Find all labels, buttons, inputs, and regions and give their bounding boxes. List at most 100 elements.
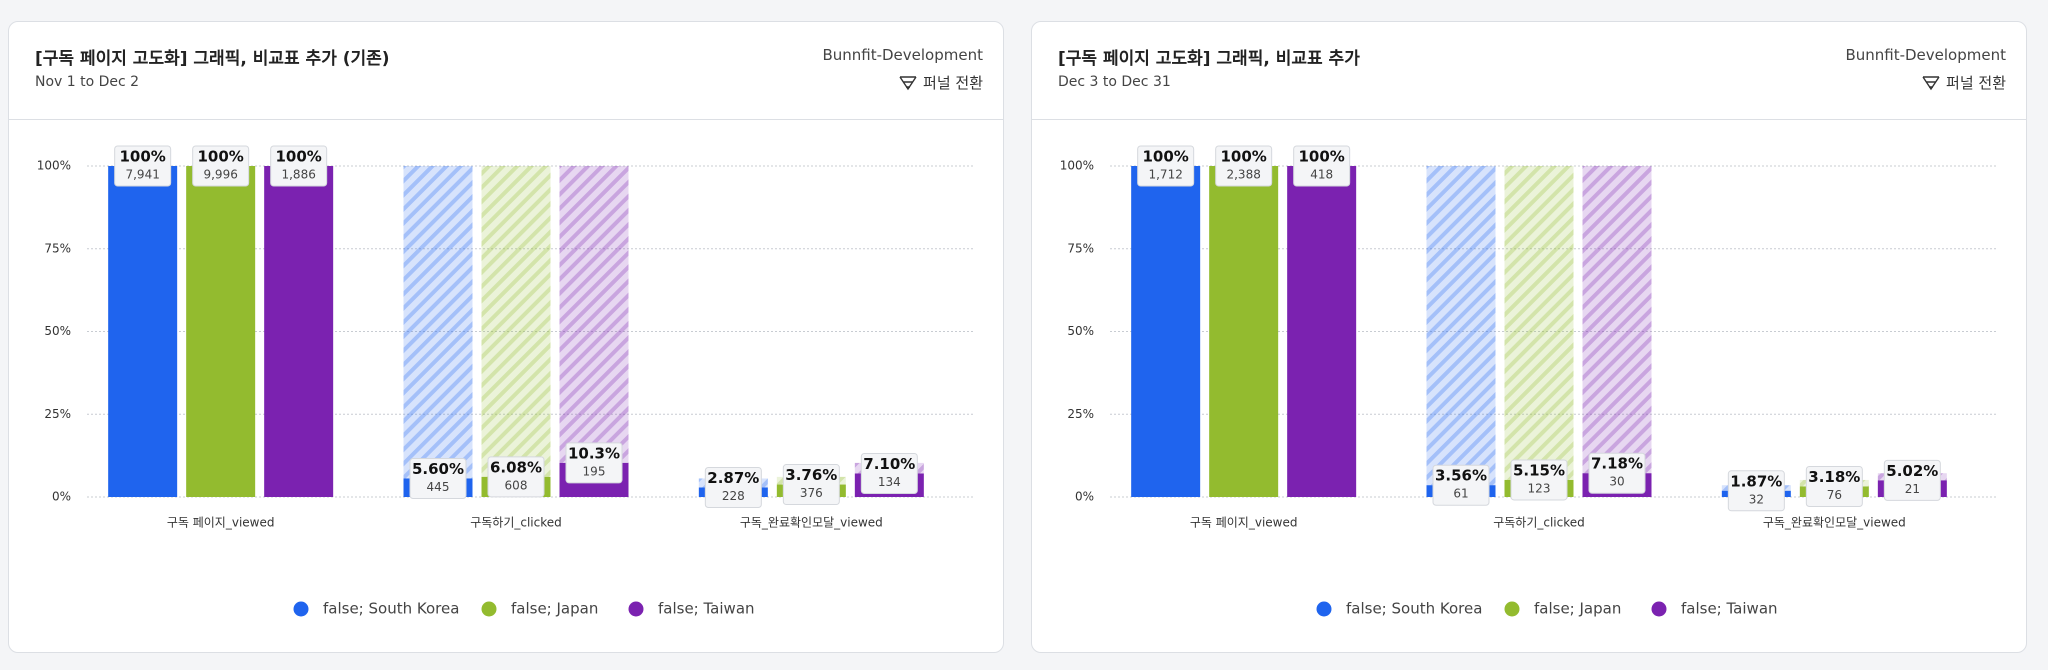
- legend-label: false; South Korea: [1346, 600, 1482, 618]
- data-label: 5.15%: [1513, 461, 1565, 479]
- y-tick-label: 100%: [37, 159, 71, 173]
- funnel-toggle[interactable]: 퍼널 전환: [899, 72, 983, 93]
- data-label-box: [192, 145, 250, 187]
- legend-swatch: [1316, 601, 1332, 617]
- data-label: 100%: [1220, 148, 1266, 166]
- count-label: 228: [722, 489, 745, 503]
- project-name: Bunnfit-Development: [1845, 46, 2006, 64]
- data-label: 3.18%: [1808, 468, 1860, 486]
- date-range: Dec 3 to Dec 31: [1058, 74, 1171, 90]
- button-label: 퍼널 전환: [1946, 74, 2006, 92]
- legend-label: false; Taiwan: [658, 600, 755, 618]
- data-label-box: [1215, 145, 1273, 187]
- legend-swatch: [481, 601, 497, 617]
- y-tick-label: 0%: [1075, 490, 1094, 504]
- panel-header: [구독 페이지 고도화] 그래픽, 비교표 추가 Dec 3 to Dec 31…: [1032, 22, 2026, 120]
- y-tick-label: 25%: [44, 407, 71, 421]
- y-tick-label: 25%: [1067, 407, 1094, 421]
- count-label: 134: [878, 475, 901, 489]
- data-label: 5.60%: [412, 460, 464, 478]
- bar: [108, 166, 178, 497]
- data-label: 100%: [197, 148, 243, 166]
- dropoff-bar: [1582, 166, 1652, 474]
- x-tick-label: 구독하기_clicked: [1493, 516, 1585, 530]
- data-label-box: [565, 442, 623, 484]
- data-label: 7.18%: [1591, 455, 1643, 473]
- count-label: 2,388: [1226, 168, 1260, 182]
- bar: [186, 166, 256, 497]
- y-tick-label: 75%: [44, 241, 71, 255]
- y-tick-label: 75%: [1067, 241, 1094, 255]
- count-label: 61: [1453, 487, 1468, 501]
- legend-label: false; Japan: [511, 600, 598, 618]
- x-tick-label: 구독 페이지_viewed: [167, 516, 275, 530]
- count-label: 1,712: [1148, 168, 1182, 182]
- data-label: 100%: [119, 148, 165, 166]
- data-label-box: [487, 456, 545, 498]
- data-label: 3.76%: [785, 466, 837, 484]
- y-tick-label: 50%: [1067, 324, 1094, 338]
- data-label-box: [860, 452, 918, 494]
- filter-icon: [899, 75, 917, 90]
- x-tick-label: 구독 페이지_viewed: [1190, 516, 1298, 530]
- button-label: 퍼널 전환: [923, 74, 983, 92]
- legend-swatch: [293, 601, 309, 617]
- data-label: 100%: [275, 148, 321, 166]
- bar: [264, 166, 334, 497]
- y-tick-label: 100%: [1060, 159, 1094, 173]
- data-label-box: [114, 145, 172, 187]
- data-label-box: [1432, 464, 1490, 506]
- dropoff-bar: [1426, 166, 1496, 486]
- data-label: 10.3%: [568, 444, 620, 462]
- data-label: 7.10%: [863, 455, 915, 473]
- count-label: 195: [583, 464, 606, 478]
- date-range: Nov 1 to Dec 2: [35, 74, 140, 90]
- data-label: 5.02%: [1886, 462, 1938, 480]
- data-label: 6.08%: [490, 458, 542, 476]
- data-label: 2.87%: [707, 469, 759, 487]
- count-label: 376: [800, 486, 823, 500]
- x-tick-label: 구독_완료확인모달_viewed: [1763, 516, 1906, 530]
- count-label: 21: [1905, 482, 1920, 496]
- dropoff-bar: [403, 166, 473, 479]
- chart: 0% 25% 50% 75% 100% 구독 페이지_viewed 구독하기_clicked…: [37, 145, 973, 618]
- y-tick-label: 0%: [52, 490, 71, 504]
- data-label-box: [1137, 145, 1195, 187]
- panel-header: [구독 페이지 고도화] 그래픽, 비교표 추가 (기존) Nov 1 to D…: [9, 22, 1003, 120]
- count-label: 32: [1749, 492, 1764, 506]
- data-label: 100%: [1142, 148, 1188, 166]
- data-label-box: [704, 467, 762, 509]
- data-label-box: [1727, 470, 1785, 512]
- bar: [1209, 166, 1279, 497]
- bar: [1287, 166, 1357, 497]
- count-label: 608: [505, 478, 528, 492]
- chart-panel: [구독 페이지 고도화] 그래픽, 비교표 추가 Dec 3 to Dec 31…: [1031, 21, 2027, 653]
- data-label-box: [270, 145, 328, 187]
- filter-icon: [1922, 75, 1940, 90]
- funnel-toggle[interactable]: 퍼널 전환: [1922, 72, 2006, 93]
- chart: 0% 25% 50% 75% 100% 구독 페이지_viewed 구독하기_clicked…: [1060, 145, 1996, 618]
- x-tick-label: 구독하기_clicked: [470, 516, 562, 530]
- count-label: 123: [1528, 481, 1551, 495]
- legend-swatch: [1651, 601, 1667, 617]
- dropoff-bar: [1504, 166, 1574, 480]
- count-label: 445: [427, 480, 450, 494]
- dropoff-bar: [481, 166, 551, 477]
- legend-label: false; South Korea: [323, 600, 459, 618]
- data-label-box: [782, 464, 840, 506]
- data-label: 100%: [1298, 148, 1344, 166]
- legend-label: false; Japan: [1534, 600, 1621, 618]
- y-tick-label: 50%: [44, 324, 71, 338]
- count-label: 30: [1609, 475, 1624, 489]
- count-label: 1,886: [281, 168, 315, 182]
- data-label: 1.87%: [1730, 472, 1782, 490]
- data-label-box: [1293, 145, 1351, 187]
- dropoff-bar: [559, 166, 629, 463]
- bar: [1131, 166, 1201, 497]
- legend-swatch: [1504, 601, 1520, 617]
- chart-title: [구독 페이지 고도화] 그래픽, 비교표 추가 (기존): [35, 49, 390, 69]
- count-label: 7,941: [125, 168, 159, 182]
- data-label: 3.56%: [1435, 467, 1487, 485]
- chart-panel: [구독 페이지 고도화] 그래픽, 비교표 추가 (기존) Nov 1 to D…: [8, 21, 1004, 653]
